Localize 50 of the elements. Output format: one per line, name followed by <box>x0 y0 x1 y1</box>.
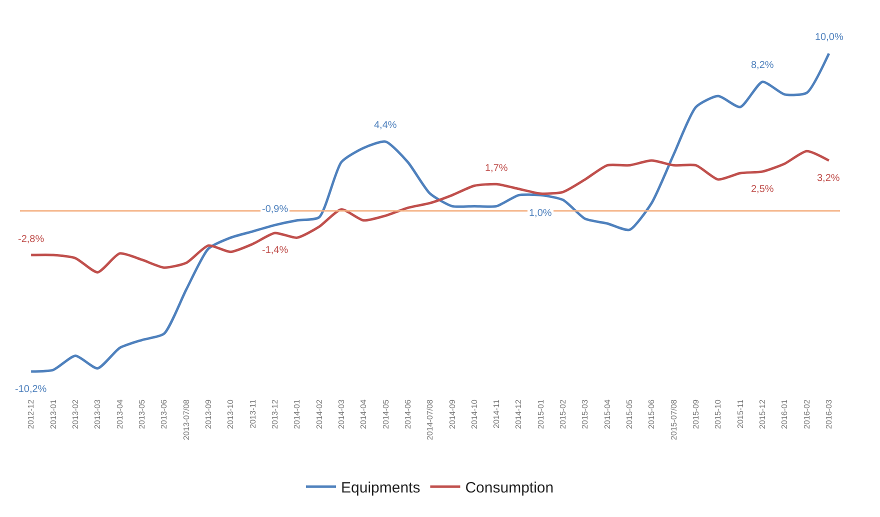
x-tick-label: 2014-04 <box>359 399 368 429</box>
x-tick-label: 2014-07/08 <box>426 399 435 440</box>
x-tick-label: 2015-03 <box>580 399 590 429</box>
data-label: 3,2% <box>817 173 840 184</box>
data-label: 2,5% <box>751 184 774 195</box>
data-label: -1,4% <box>262 245 288 256</box>
x-tick-label: 2015-02 <box>558 399 568 429</box>
x-tick-label: 2015-04 <box>602 399 612 429</box>
x-tick-label: 2015-01 <box>536 399 546 429</box>
data-label: 4,4% <box>374 120 397 131</box>
x-tick-label: 2015-12 <box>758 399 768 429</box>
x-tick-label: 2014-09 <box>448 399 457 429</box>
x-tick-label: 2013-12 <box>270 399 280 429</box>
x-tick-label: 2015-09 <box>692 399 701 429</box>
x-tick-label: 2014-10 <box>470 399 479 429</box>
x-tick-label: 2014-12 <box>514 399 524 429</box>
x-tick-label: 2013-01 <box>48 399 58 429</box>
x-tick-label: 2013-11 <box>248 399 258 428</box>
x-tick-label: 2014-02 <box>314 399 324 429</box>
x-tick-label: 2016-02 <box>802 399 812 429</box>
data-label: -2,8% <box>18 234 44 245</box>
x-tick-label: 2015-05 <box>625 399 634 429</box>
x-tick-label: 2013-02 <box>71 399 80 429</box>
x-tick-label: 2014-05 <box>381 399 390 429</box>
x-tick-label: 2013-06 <box>160 399 169 429</box>
x-tick-label: 2013-04 <box>115 399 124 429</box>
x-tick-label: 2014-11 <box>492 399 502 428</box>
x-tick-label: 2012-12 <box>26 399 36 429</box>
x-tick-label: 2013-03 <box>93 399 102 429</box>
data-label: -10,2% <box>15 384 47 395</box>
data-label: -0,9% <box>262 204 288 215</box>
x-tick-label: 2015-06 <box>647 399 656 429</box>
x-tick-label: 2013-05 <box>137 399 146 429</box>
x-tick-label: 2013-07/08 <box>182 399 191 440</box>
data-label: 1,0% <box>529 208 552 219</box>
x-tick-label: 2015-10 <box>714 399 723 429</box>
legend-label: Consumption <box>465 480 554 496</box>
x-tick-label: 2015-11 <box>736 399 745 428</box>
legend-label: Equipments <box>341 480 420 496</box>
data-label: 10,0% <box>815 32 844 43</box>
data-label: 8,2% <box>751 60 774 71</box>
x-tick-label: 2016-03 <box>824 399 834 429</box>
x-tick-label: 2014-03 <box>336 399 346 429</box>
x-tick-label: 2014-01 <box>292 399 302 429</box>
data-label: 1,7% <box>485 163 508 174</box>
x-tick-label: 2015-07/08 <box>669 399 678 440</box>
x-tick-label: 2013-10 <box>226 399 236 429</box>
x-tick-label: 2014-06 <box>403 399 412 429</box>
x-tick-label: 2016-01 <box>780 399 790 429</box>
x-tick-label: 2013-09 <box>204 399 213 429</box>
